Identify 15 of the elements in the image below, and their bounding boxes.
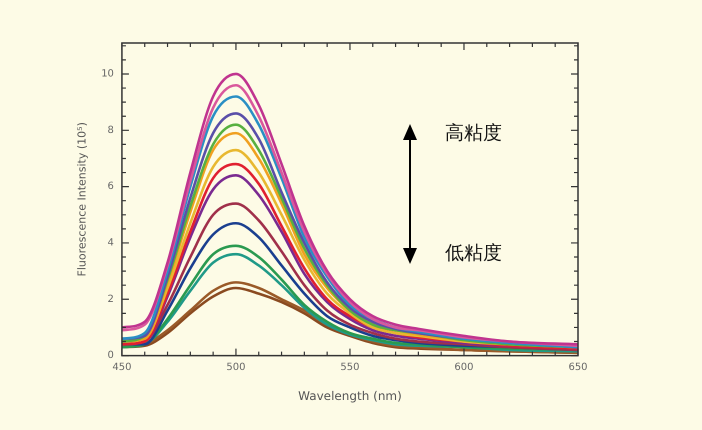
x-tick-label: 650 [568, 362, 588, 374]
y-tick-label: 0 [108, 350, 114, 362]
y-axis-title: Fluorescence Intensity (10⁵) [75, 122, 88, 276]
y-tick-label: 6 [108, 181, 114, 192]
x-tick-label: 500 [226, 362, 246, 374]
x-tick-label: 550 [340, 362, 360, 374]
y-tick-label: 8 [108, 124, 114, 136]
y-tick-label: 2 [108, 294, 114, 305]
x-tick-label: 600 [454, 362, 474, 374]
x-axis-title: Wavelength (nm) [298, 388, 402, 403]
y-tick-label: 4 [108, 238, 114, 249]
annotation: 高粘度 [445, 121, 502, 146]
x-tick-label: 450 [112, 362, 132, 374]
y-tick-label: 10 [101, 68, 114, 80]
annotation: 低粘度 [445, 241, 502, 266]
